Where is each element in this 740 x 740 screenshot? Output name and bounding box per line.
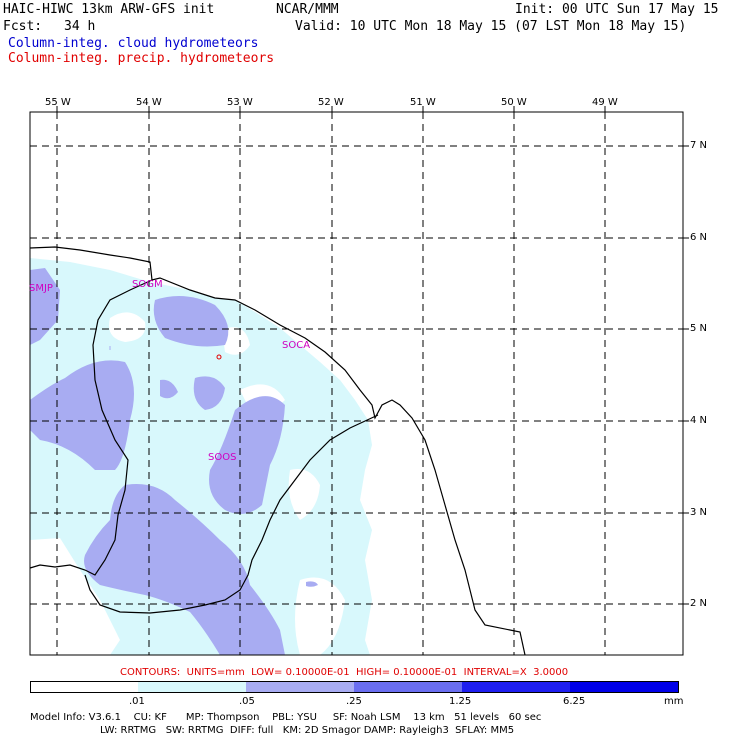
model-info-line1: Model Info: V3.6.1 CU: KF MP: Thompson P… — [30, 712, 542, 723]
lat-label: 4 N — [690, 415, 708, 426]
cloud-gap — [109, 312, 146, 342]
model-title: HAIC-HIWC 13km ARW-GFS init — [3, 2, 215, 17]
legend-swatch — [246, 682, 354, 692]
legend-swatch — [570, 682, 678, 692]
lon-label: 53 W — [227, 97, 253, 108]
station-label: SOGM — [132, 279, 163, 290]
cloud-field-medium — [153, 296, 229, 347]
lon-label: 54 W — [136, 97, 162, 108]
legend-bar — [30, 681, 679, 693]
legend-swatch — [138, 682, 246, 692]
precip-contour — [216, 354, 222, 360]
lon-label: 52 W — [318, 97, 344, 108]
forecast-label: Fcst: — [3, 19, 43, 34]
lat-label: 3 N — [690, 507, 708, 518]
lat-lon-grid — [30, 112, 683, 655]
cloud-field-medium — [30, 360, 134, 470]
coast-border-lines — [29, 246, 526, 656]
station-label: SOCA — [282, 340, 311, 351]
org-label: NCAR/MMM — [276, 2, 339, 17]
lon-label: 55 W — [45, 97, 71, 108]
lat-label: 7 N — [690, 140, 708, 151]
cloud-field-medium — [160, 379, 178, 399]
legend-label: .01 — [129, 696, 145, 707]
cloud-field-medium — [306, 581, 318, 587]
model-info-line2: LW: RRTMG SW: RRTMG DIFF: full KM: 2D Sm… — [100, 725, 515, 736]
legend-label: .25 — [346, 696, 362, 707]
cloud-field-medium — [30, 268, 60, 345]
lon-label: 50 W — [501, 97, 527, 108]
legend-label: .05 — [239, 696, 255, 707]
lon-label: 49 W — [592, 97, 618, 108]
lon-label: 51 W — [410, 97, 436, 108]
lat-label: 5 N — [690, 323, 708, 334]
forecast-hour: 34 h — [64, 19, 96, 34]
legend-swatch — [354, 682, 462, 692]
field-precip-title: Column-integ. precip. hydrometeors — [8, 51, 275, 66]
cloud-field-medium — [193, 376, 225, 410]
init-time: Init: 00 UTC Sun 17 May 15 — [515, 2, 719, 17]
station-label: SOOS — [208, 452, 237, 463]
legend-unit: mm — [664, 696, 684, 707]
cloud-gap — [222, 327, 250, 355]
cloud-field-medium — [84, 484, 285, 655]
station-label: SMJP — [29, 283, 53, 294]
contours-info: CONTOURS: UNITS=mm LOW= 0.10000E-01 HIGH… — [120, 667, 569, 678]
lat-label: 6 N — [690, 232, 708, 243]
legend-label: 1.25 — [449, 696, 472, 707]
cloud-gap — [288, 469, 320, 520]
legend-swatch — [462, 682, 570, 692]
field-cloud-title: Column-integ. cloud hydrometeors — [8, 36, 259, 51]
map-frame — [29, 111, 684, 656]
legend-label: 6.25 — [563, 696, 586, 707]
legend-swatch — [31, 682, 138, 692]
lat-label: 2 N — [690, 598, 708, 609]
valid-time: Valid: 10 UTC Mon 18 May 15 (07 LST Mon … — [295, 19, 687, 34]
cloud-field-medium — [209, 396, 285, 514]
